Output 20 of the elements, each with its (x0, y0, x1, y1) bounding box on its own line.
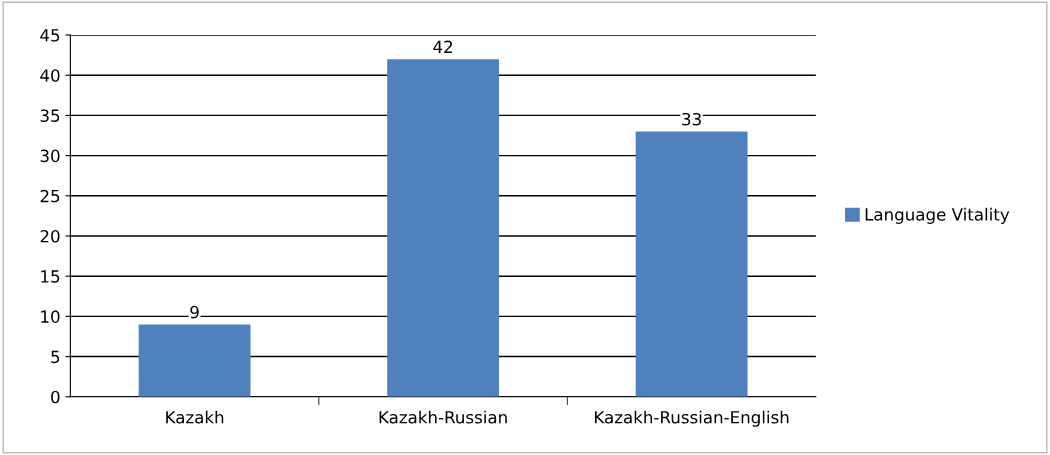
y-tick-label: 20 (40, 229, 60, 243)
y-tick-label: 5 (51, 350, 60, 364)
y-tick-label: 30 (40, 149, 60, 163)
y-tick-label: 10 (41, 310, 60, 323)
data-label: 9 (190, 305, 199, 319)
y-tick-label: 0 (51, 390, 60, 404)
x-tick-label: Kazakh-Russian (379, 410, 507, 424)
y-tick-label: 35 (40, 109, 60, 122)
x-tick-label: Kazakh (166, 410, 224, 424)
bar (635, 131, 748, 397)
y-tick-label: 45 (40, 29, 60, 42)
y-tick-label: 15 (41, 270, 60, 283)
bar (387, 59, 500, 397)
y-tick-label: 25 (40, 189, 60, 203)
bar (138, 324, 251, 397)
data-label: 42 (433, 40, 453, 53)
x-tick-label: Kazakh-Russian-English (595, 410, 789, 427)
y-tick-label: 40 (40, 69, 60, 82)
legend-label: Language Vitality (865, 207, 1010, 224)
data-label: 33 (682, 112, 701, 126)
